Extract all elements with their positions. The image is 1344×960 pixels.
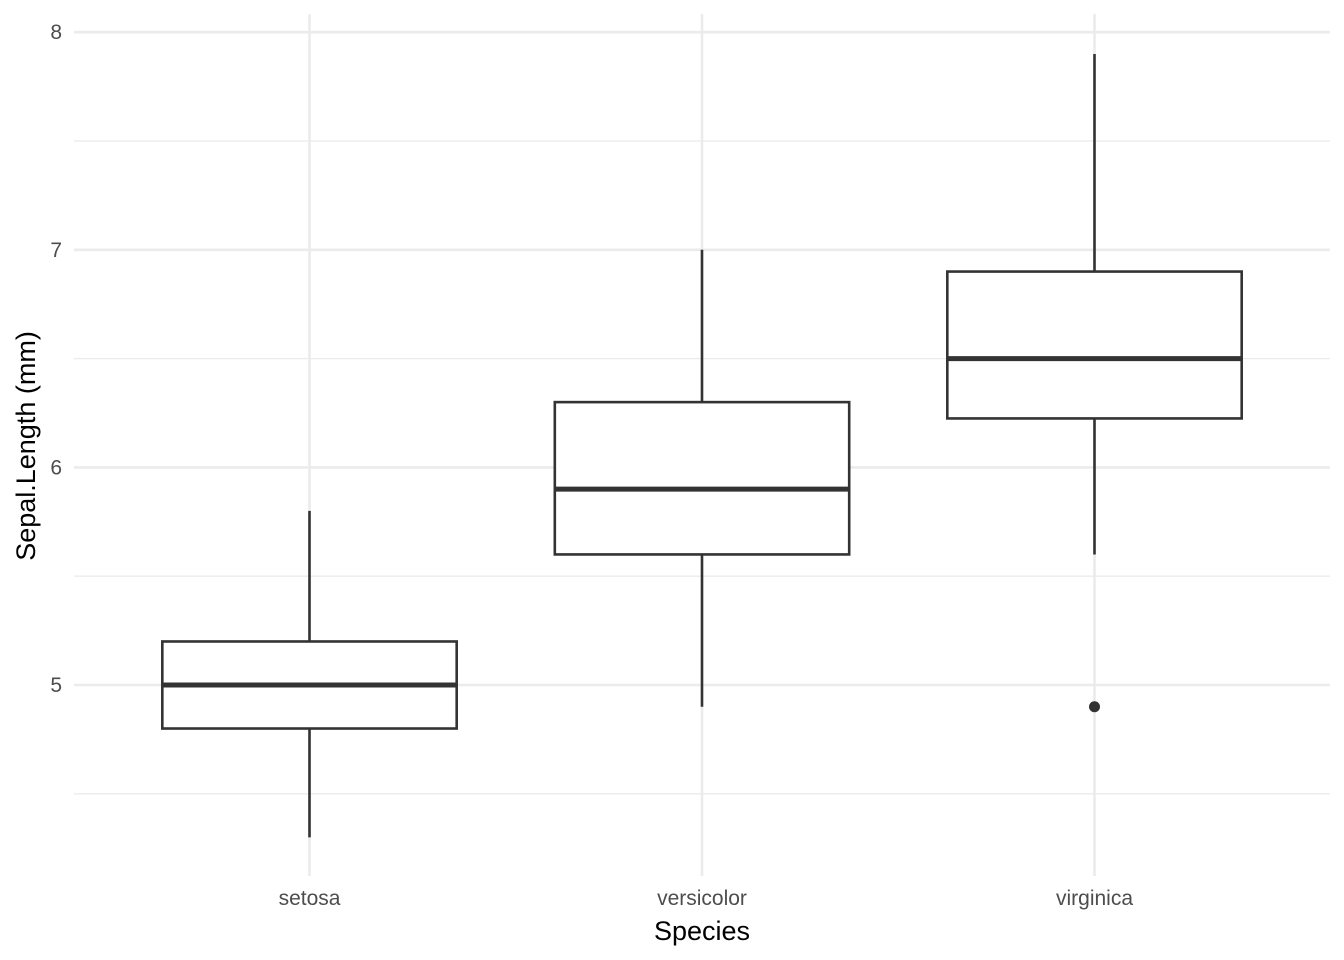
y-axis-title: Sepal.Length (mm)	[11, 331, 41, 561]
box-setosa	[161, 510, 458, 838]
x-tick-label: virginica	[1056, 887, 1133, 910]
box-iqr	[946, 270, 1243, 420]
box-layer	[161, 53, 1243, 838]
x-tick-label: setosa	[279, 887, 341, 910]
box-iqr	[553, 400, 851, 556]
x-tick-label: versicolor	[657, 887, 747, 910]
y-tick-label: 6	[50, 456, 62, 479]
y-tick-label: 8	[50, 21, 62, 44]
y-tick-label: 7	[50, 239, 62, 262]
x-axis-ticks: setosa versicolor virginica	[279, 887, 1134, 910]
outlier-point	[1089, 701, 1100, 713]
y-axis-ticks: 5 6 7 8	[50, 21, 62, 697]
box-versicolor	[553, 249, 851, 707]
y-tick-label: 5	[50, 674, 62, 697]
box-virginica	[946, 53, 1243, 713]
x-axis-title: Species	[654, 916, 750, 946]
